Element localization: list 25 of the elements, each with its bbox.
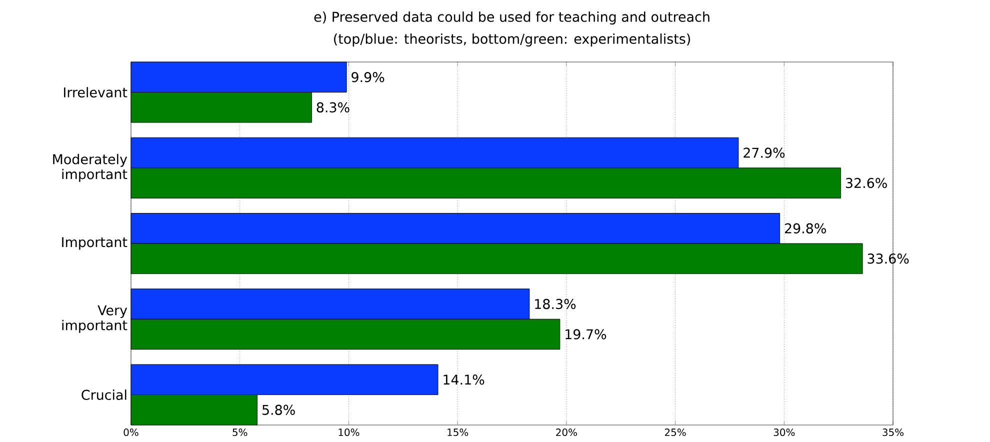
y-tick-label: Very important — [62, 305, 128, 333]
y-tick-label: Important — [62, 237, 128, 250]
data-label: 14.1% — [444, 374, 484, 385]
y-tick-label: Irrelevant — [64, 87, 128, 98]
x-tick-label: 20% — [556, 428, 577, 436]
x-tick-label: 0% — [124, 428, 138, 436]
y-tick-label: Crucial — [82, 390, 126, 400]
x-tick-label: 5% — [232, 428, 248, 436]
data-label: 5.8% — [262, 404, 295, 415]
x-tick-label: 15% — [448, 428, 468, 436]
chart-title: e) Preserved data could be used for teaching and outreach — [314, 11, 710, 24]
data-label: 19.7% — [566, 329, 606, 340]
x-tick-label: 25% — [664, 428, 686, 436]
data-label: 29.8% — [784, 223, 826, 234]
data-label: 9.9% — [352, 72, 384, 82]
x-tick-label: 30% — [774, 428, 795, 436]
data-label: 32.6% — [846, 178, 887, 188]
x-tick-label: 10% — [338, 428, 360, 436]
data-label: 27.9% — [744, 148, 785, 158]
data-label: 18.3% — [535, 298, 576, 310]
chart-subtitle: (top/blue: theorists, bottom/green: experimentalists) — [334, 33, 690, 46]
data-label: 33.6% — [868, 254, 909, 264]
x-tick-label: 35% — [882, 428, 904, 436]
data-label: 8.3% — [316, 102, 350, 112]
y-tick-label: Moderately important — [53, 154, 128, 182]
